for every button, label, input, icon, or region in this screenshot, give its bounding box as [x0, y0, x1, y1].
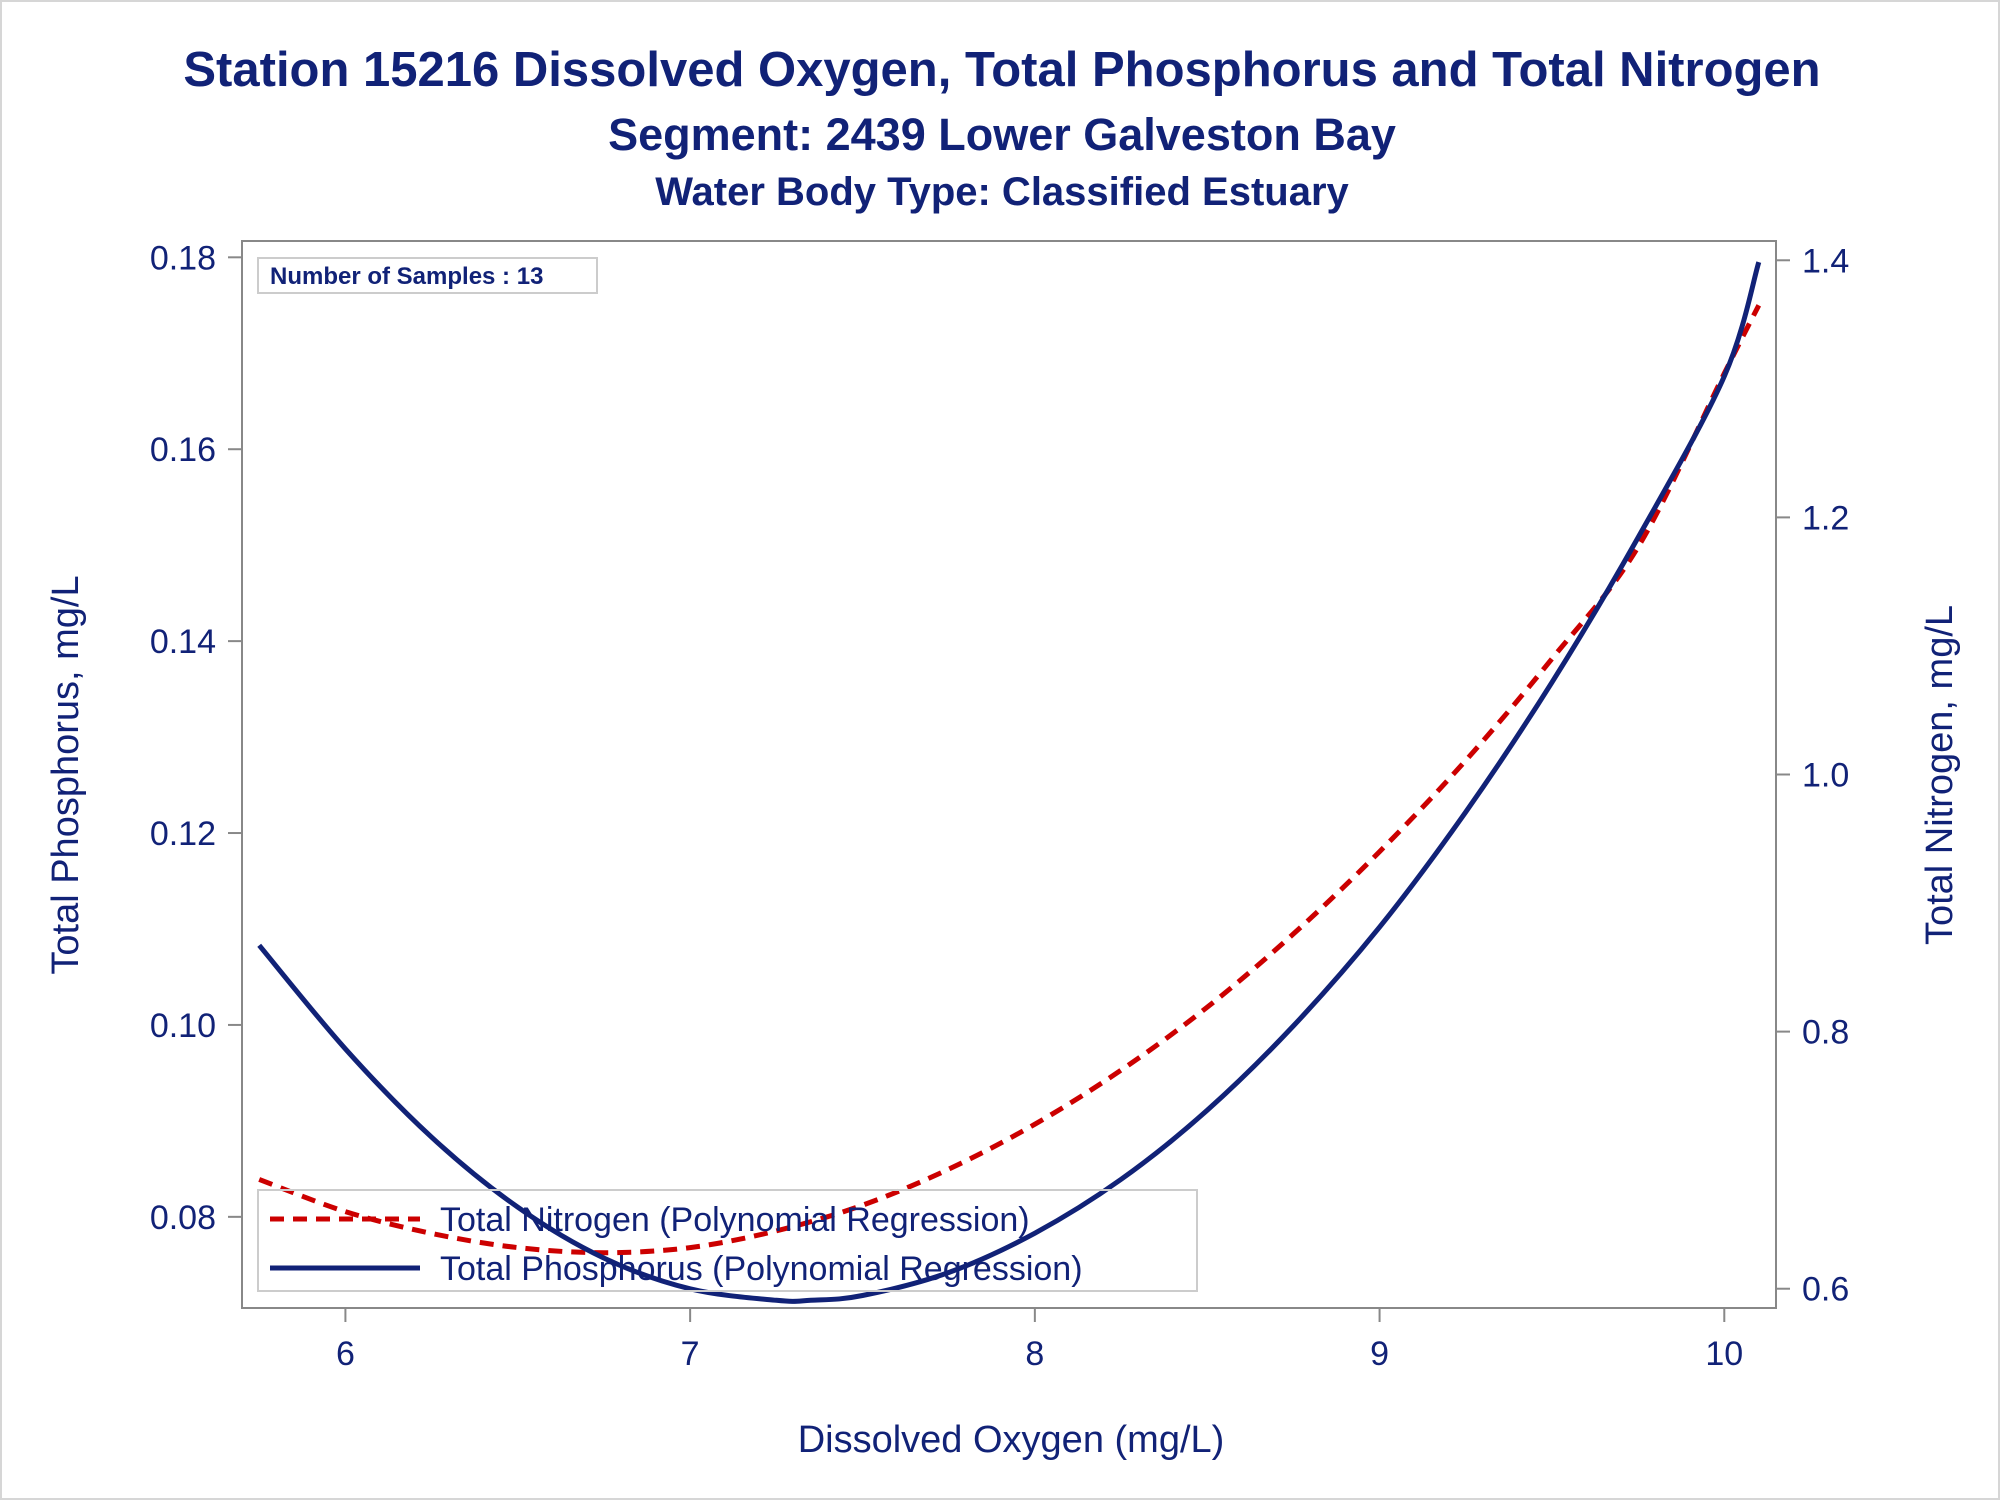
y-axis-left: 0.08 0.10 0.12 0.14 0.16 0.18	[150, 239, 242, 1237]
y2-tick-label: 1.2	[1802, 499, 1849, 537]
annotation-box	[257, 257, 598, 294]
series-group	[257, 261, 1762, 1304]
y-tick-label: 0.16	[150, 431, 216, 469]
y2-tick-label: 0.8	[1802, 1014, 1849, 1052]
x-axis: 6 7 8 9 10	[336, 1308, 1743, 1373]
chart-subtitle-2: Water Body Type: Classified Estuary	[655, 170, 1349, 214]
x-tick-label: 8	[1025, 1335, 1044, 1373]
legend-label-nitrogen: Total Nitrogen (Polynomial Regression)	[440, 1201, 1030, 1239]
y-axis-right: 0.6 0.8 1.0 1.2 1.4	[1776, 242, 1849, 1309]
x-tick-label: 10	[1705, 1335, 1743, 1373]
legend-box	[257, 1189, 1198, 1292]
y-tick-label: 0.18	[150, 239, 216, 277]
annotation-text: Number of Samples : 13	[270, 263, 543, 290]
series-line-total-nitrogen	[258, 304, 1762, 1256]
series-line-total-phosphorus	[257, 261, 1762, 1304]
x-tick-label: 6	[336, 1335, 355, 1373]
legend-label-phosphorus: Total Phosphorus (Polynomial Regression)	[440, 1250, 1083, 1288]
y-tick-label: 0.10	[150, 1007, 216, 1045]
y2-tick-label: 1.0	[1802, 757, 1849, 795]
y2-tick-label: 1.4	[1802, 242, 1849, 280]
samples-annotation: Number of Samples : 13	[257, 257, 598, 294]
x-tick-label: 7	[681, 1335, 700, 1373]
plot-area	[241, 240, 1777, 1309]
x-tick-label: 9	[1370, 1335, 1389, 1373]
y2-tick-label: 0.6	[1802, 1271, 1849, 1309]
chart-subtitle: Segment: 2439 Lower Galveston Bay	[608, 109, 1396, 160]
y-axis-label: Total Phosphorus, mg/L	[45, 575, 87, 974]
y2-axis-label: Total Nitrogen, mg/L	[1919, 605, 1961, 945]
y-tick-label: 0.14	[150, 623, 216, 661]
y-tick-label: 0.12	[150, 815, 216, 853]
legend: Total Nitrogen (Polynomial Regression) T…	[257, 1189, 1198, 1292]
x-axis-label: Dissolved Oxygen (mg/L)	[798, 1419, 1225, 1461]
chart-title: Station 15216 Dissolved Oxygen, Total Ph…	[183, 43, 1821, 97]
y-tick-label: 0.08	[150, 1199, 216, 1237]
